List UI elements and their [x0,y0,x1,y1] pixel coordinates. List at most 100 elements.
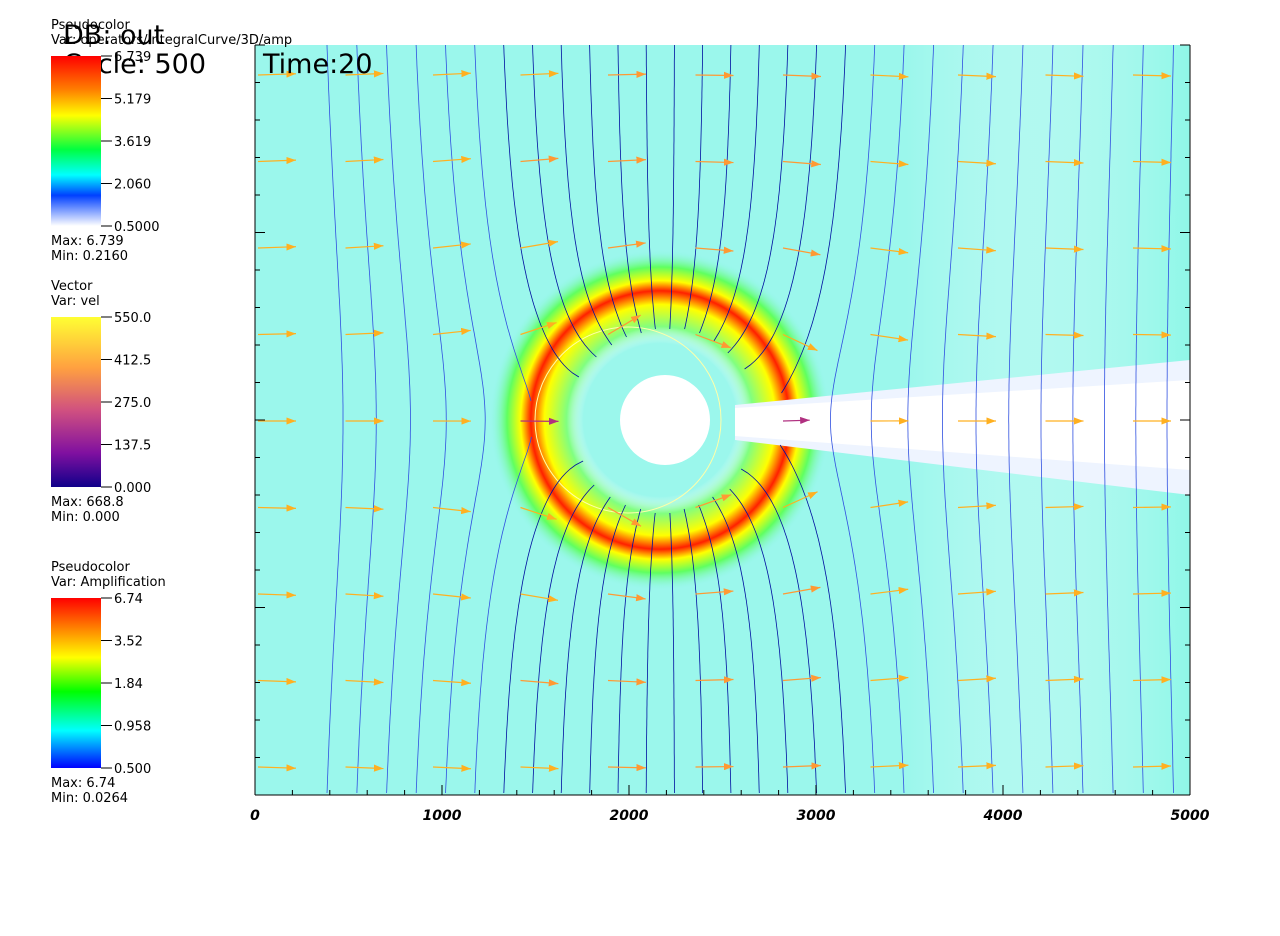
vector-arrow [520,593,559,603]
legend-tick-label: 0.958 [114,720,151,735]
vector-arrow [870,499,909,509]
legend-plot: Pseudocolor [51,18,130,33]
contour-line [1104,45,1114,794]
vector-arrow [345,156,384,164]
vector-arrow [1132,245,1172,253]
vector-arrow [782,585,821,595]
legend-tick-label: 0.000 [114,481,151,496]
vector-arrow [695,158,734,166]
vector-arrow [1132,72,1172,80]
vector-arrow [782,416,810,425]
contour-line [830,45,876,794]
vector-arrow [957,332,996,340]
vector-arrow [1132,158,1172,166]
vector-arrow [695,588,734,596]
legend-plot: Vector [51,279,93,294]
vector-arrow [1045,331,1084,339]
vector-arrow [257,70,297,78]
vector-arrow [870,586,909,595]
vector-arrow [1045,589,1084,597]
vector-arrow [345,592,384,600]
vector-arrow [345,678,384,686]
vector-arrow [1132,676,1172,684]
legend-max: Max: 668.8 [51,495,124,510]
color-bar [51,317,101,487]
contour-line [1135,45,1144,794]
contour-line [740,45,817,794]
vector-arrow [1045,762,1084,770]
contour-line [942,45,964,794]
vector-arrow [607,506,642,527]
contour-line [669,45,675,793]
db-label: DB: out [63,20,164,51]
legend-tick-label: 137.5 [114,439,151,454]
x-tick-label: 5000 [1171,808,1210,824]
vector-arrow [782,491,818,509]
color-bar [51,598,101,768]
contour-line [1008,45,1024,794]
legend-tick-label: 275.0 [114,396,151,411]
vector-arrow [432,70,471,78]
vector-arrow [870,333,909,343]
legend-tick-label: 6.74 [114,592,143,607]
vector-arrow [520,506,557,520]
vector-arrow [432,593,471,601]
vector-arrow [782,160,821,168]
legend-tick-label: 3.52 [114,635,143,650]
vector-arrow [957,675,996,683]
contour-line [415,45,447,794]
vector-arrow [607,314,641,336]
vector-arrow [607,70,647,78]
x-tick-label: 0 [250,808,260,824]
contour-line [532,45,597,794]
legend-tick-label: 6.739 [114,50,151,65]
vector-arrow [695,676,734,684]
vector-arrow [695,246,734,254]
legend-var: Var: vel [51,294,100,309]
vector-arrow [345,70,384,78]
vector-arrow [345,505,384,513]
vector-arrow [345,242,384,250]
legend-max: Max: 6.74 [51,776,115,791]
vector-arrow [257,330,297,338]
legend-min: Min: 0.000 [51,510,120,525]
vector-arrow [957,246,996,254]
contour-line [1198,45,1204,793]
time-label: Time:20 [262,49,373,80]
vector-arrow [870,72,909,80]
x-tick-label: 1000 [423,808,462,824]
vector-arrow [782,72,821,80]
vector-arrow [607,593,646,602]
legend-min: Min: 0.2160 [51,249,128,264]
vector-arrow [520,764,559,772]
vector-arrow [520,70,559,78]
contour-line [870,45,905,794]
contour-line [560,45,613,794]
vector-arrow [1132,331,1172,339]
vector-arrow [257,156,296,165]
contour-line [698,45,732,794]
vector-arrow [345,329,384,337]
legend-min: Min: 0.0264 [51,791,128,806]
vector-arrow [432,241,471,249]
vector-arrow [1045,675,1084,683]
vector-arrow [257,243,296,251]
vector-arrow [1045,245,1084,253]
vector-arrow [432,764,471,772]
vector-arrow [432,678,471,687]
vector-arrow [870,762,909,770]
contour-line [445,45,486,794]
contour-line [503,45,584,794]
vector-arrow [257,677,296,686]
contour-line [712,45,760,794]
legend-var: Var: Amplification [51,575,166,590]
x-tick-label: 2000 [610,808,649,824]
vector-arrow [432,327,471,336]
legend-tick-label: 3.619 [114,135,151,150]
legend-tick-label: 2.060 [114,178,151,193]
vector-arrow [520,679,559,687]
vector-arrow [870,247,909,256]
legend-tick-label: 1.84 [114,677,143,692]
contour-line [474,45,532,794]
